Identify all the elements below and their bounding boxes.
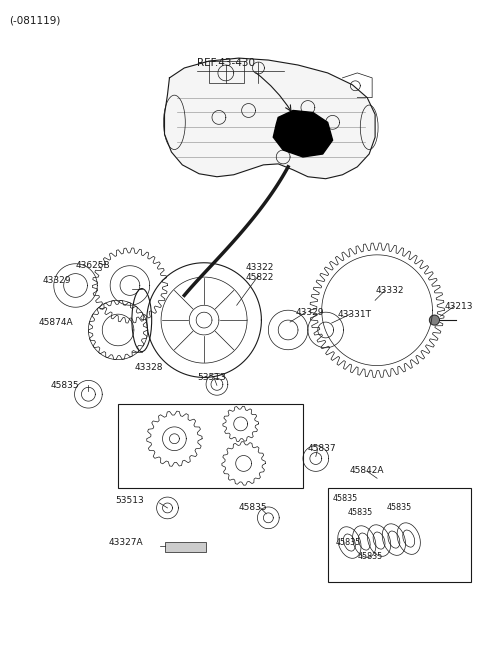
Text: 45835: 45835 [357, 552, 383, 562]
Text: 43329: 43329 [296, 308, 324, 318]
Polygon shape [273, 110, 333, 157]
Bar [165, 542, 206, 552]
Text: 45835: 45835 [336, 538, 361, 546]
Text: 45835: 45835 [387, 503, 412, 512]
Text: 53513: 53513 [115, 496, 144, 505]
Text: 45874A: 45874A [39, 318, 73, 327]
Text: 43625B: 43625B [75, 261, 110, 270]
Text: REF.43-430: REF.43-430 [197, 58, 255, 68]
Text: 45835: 45835 [348, 508, 372, 517]
Text: 43328: 43328 [135, 363, 163, 371]
Text: (-081119): (-081119) [9, 16, 60, 26]
Text: 43329: 43329 [43, 276, 72, 285]
Text: 45842A: 45842A [350, 466, 384, 476]
Polygon shape [430, 315, 439, 325]
Bar [209, 61, 244, 83]
Text: 45835: 45835 [51, 381, 80, 390]
Bar [328, 488, 471, 582]
Text: 43332: 43332 [375, 287, 404, 295]
Text: 45835: 45835 [239, 503, 267, 512]
Bar [118, 404, 303, 488]
Text: 43213: 43213 [444, 302, 473, 312]
Text: 45835: 45835 [333, 494, 358, 503]
Polygon shape [165, 58, 375, 178]
Text: 53513: 53513 [197, 373, 226, 382]
Text: 43322
45822: 43322 45822 [246, 263, 274, 282]
Text: 43331T: 43331T [337, 310, 372, 319]
Text: 45837: 45837 [308, 443, 336, 453]
Text: 43327A: 43327A [108, 538, 143, 546]
